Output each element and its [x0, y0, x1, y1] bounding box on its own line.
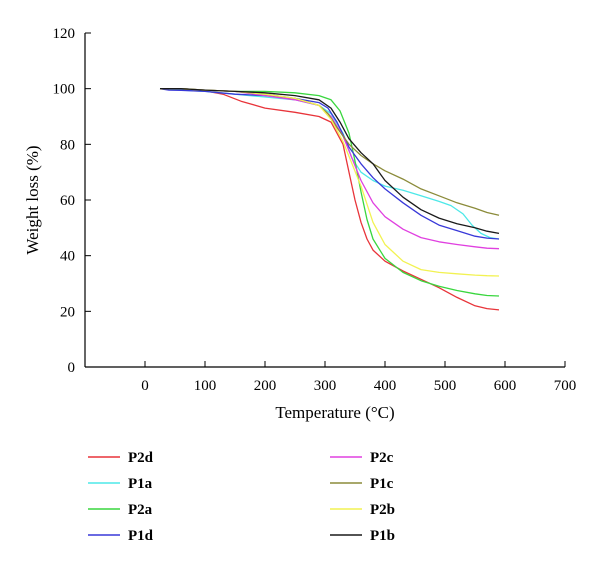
x-axis-ticks: 0 100 200 300 400 500 600 700 [141, 361, 576, 394]
legend-label: P2a [128, 502, 153, 518]
legend: P2d P1a P2a P1d P2c P1c P2b P1b [88, 450, 395, 544]
legend-label: P2c [370, 450, 394, 466]
legend-label: P2d [128, 450, 154, 466]
x-tick-label: 200 [254, 378, 277, 394]
y-tick-label: 0 [68, 360, 76, 376]
x-tick-label: 0 [141, 378, 149, 394]
legend-item-p1d: P1d [88, 528, 154, 544]
plot-area [84, 33, 565, 368]
legend-item-p1c: P1c [330, 476, 394, 492]
series-lines [159, 88, 500, 311]
x-tick-label: 500 [434, 378, 457, 394]
legend-item-p1b: P1b [330, 528, 395, 544]
legend-label: P1a [128, 476, 153, 492]
legend-item-p2b: P2b [330, 502, 395, 518]
x-tick-label: 400 [374, 378, 397, 394]
x-tick-label: 100 [194, 378, 217, 394]
legend-label: P2b [370, 502, 395, 518]
series-line-p1b [160, 88, 500, 235]
x-tick-label: 700 [554, 378, 577, 394]
legend-item-p2a: P2a [88, 502, 153, 518]
legend-item-p2c: P2c [330, 450, 394, 466]
y-axis-ticks: 0 20 40 60 80 100 120 [53, 26, 91, 376]
x-tick-label: 600 [494, 378, 517, 394]
x-axis-label: Temperature (°C) [275, 403, 394, 422]
y-tick-label: 100 [53, 82, 76, 98]
y-tick-label: 40 [60, 249, 75, 265]
legend-label: P1c [370, 476, 394, 492]
y-tick-label: 60 [60, 193, 75, 209]
y-tick-label: 20 [60, 304, 75, 320]
series-line-p2b [160, 88, 500, 277]
series-line-p2a [160, 88, 500, 297]
x-tick-label: 300 [314, 378, 337, 394]
y-tick-label: 80 [60, 137, 75, 153]
legend-label: P1d [128, 528, 154, 544]
legend-item-p1a: P1a [88, 476, 153, 492]
series-line-p2d [159, 88, 500, 311]
y-tick-label: 120 [53, 26, 76, 42]
legend-item-p2d: P2d [88, 450, 154, 466]
y-axis-label: Weight loss (%) [23, 145, 42, 254]
series-line-p1a [159, 88, 500, 240]
legend-label: P1b [370, 528, 395, 544]
series-line-p1d [159, 88, 500, 240]
